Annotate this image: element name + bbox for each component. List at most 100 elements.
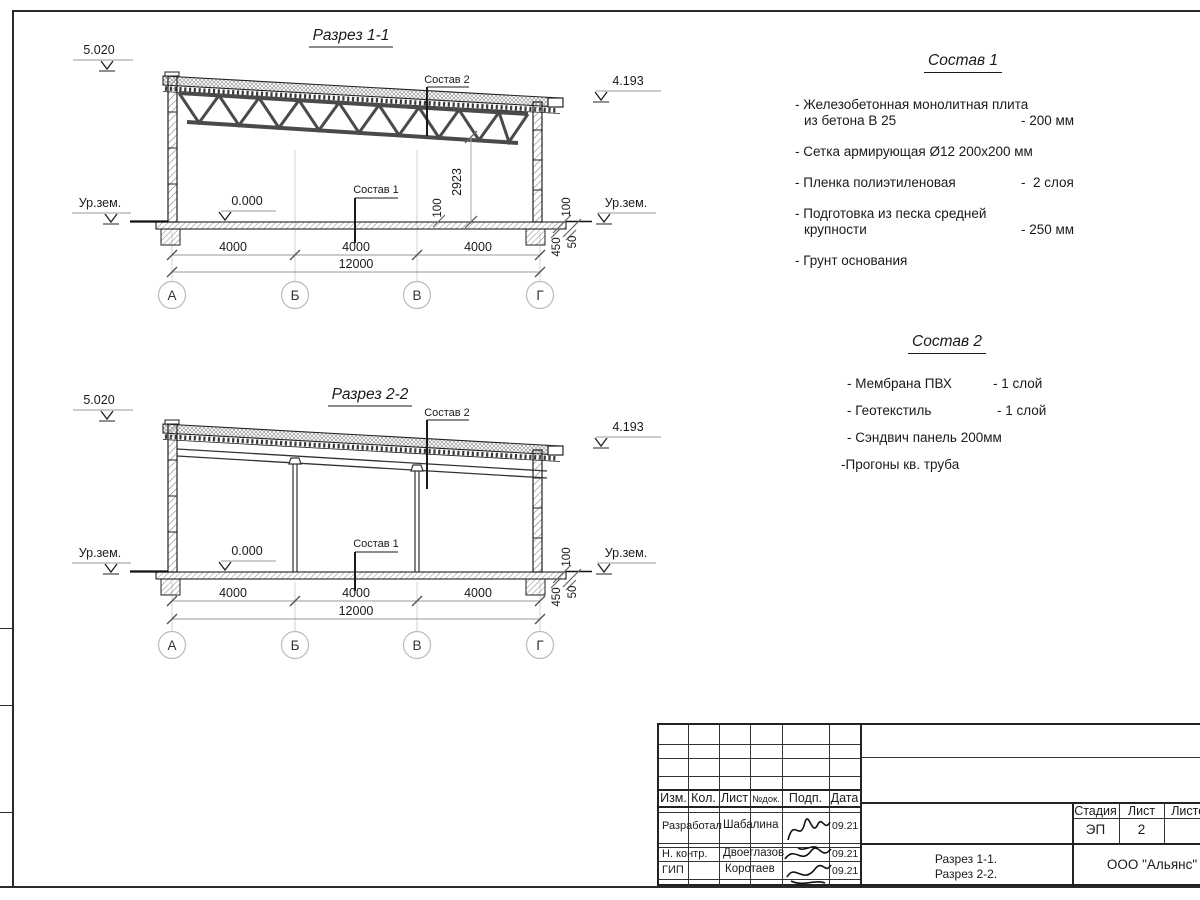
axis-bubbles-s2: А Б В Г: [157, 630, 555, 660]
elev-0000-s2: 0.000: [218, 544, 276, 572]
elev-5020-label-s2: 5.020: [83, 393, 114, 407]
axis-G-s1: Г: [536, 288, 544, 303]
dim-line-total-s1: 12000: [166, 257, 546, 278]
elev-0000-label: 0.000: [231, 194, 262, 208]
signature-developer: [787, 818, 831, 850]
composition-1-block: Состав 1 - Железобетонная монолитная пли…: [795, 52, 1131, 284]
tb-col-izm: Изм.: [660, 791, 687, 805]
tb-line: [860, 725, 862, 888]
section-1-1: Разрез 1-1: [72, 27, 661, 310]
tb-line: [659, 847, 860, 848]
tb-line: [1164, 802, 1165, 843]
tb-name-gip: Коротаев: [725, 863, 775, 875]
floor-break-marks-s1: [550, 214, 582, 241]
ground-label-left-s1: Ур.зем.: [79, 196, 121, 210]
elev-0000-label-s2: 0.000: [231, 544, 262, 558]
tb-line: [659, 843, 860, 844]
composition-1-item: - Железобетонная монолитная плита из бет…: [795, 97, 1075, 128]
dim-50-s2: 50: [567, 586, 579, 599]
dim-2923-label: 2923: [450, 168, 464, 196]
elev-4193-s1: 4.193: [593, 74, 661, 103]
flag-sostav1-s2: Состав 1: [353, 538, 399, 591]
tb-line: [659, 879, 860, 880]
tb-col-list: Лист: [720, 791, 749, 805]
elev-4193-s2: 4.193: [593, 420, 661, 449]
ground-mark-right-s1: Ур.зем.: [596, 196, 656, 225]
roof-ribs-s2: [164, 434, 559, 461]
column-G-s1: [532, 101, 543, 223]
frame-margin-stub-3: [0, 812, 12, 813]
dim-450-s1: 450: [551, 237, 563, 256]
flag-sostav1-label: Состав 1: [353, 184, 399, 196]
tb-stage-header: Стадия: [1074, 804, 1117, 818]
dim-4000-3-s1: 4000: [464, 240, 492, 254]
roof-end-cap-s1: [547, 97, 564, 108]
flag-sostav1-s1: Состав 1: [353, 184, 399, 243]
floor-slab-s1: [155, 221, 567, 230]
composition-2-block: Состав 2 - Мембрана ПВХ - 1 слой - Геоте…: [841, 333, 1097, 484]
truss-top-chord: [178, 91, 529, 116]
tb-line: [860, 843, 1200, 845]
axis-B-s1: Б: [291, 288, 300, 303]
tb-date-developer: 09.21: [832, 820, 859, 832]
axis-A-s1: А: [167, 288, 176, 303]
signature-ncontrol-gip: [784, 847, 832, 885]
tb-col-podp: Подп.: [788, 791, 823, 805]
composition-2-item: - Геотекстиль - 1 слой: [847, 403, 1047, 418]
dim-4000-1-s1: 4000: [219, 240, 247, 254]
dim-100-right-s2: 100: [561, 547, 573, 566]
dim-100-mid-tick-s1: [432, 214, 446, 228]
dim-12000-s2: 12000: [339, 604, 374, 618]
column-joints-s2: [168, 459, 542, 539]
tb-line: [1119, 802, 1120, 843]
composition-2-item: - Мембрана ПВХ - 1 слой: [847, 376, 1043, 391]
foundation-pad-G-s1: [525, 228, 546, 246]
ground-label-left-s2: Ур.зем.: [79, 546, 121, 560]
tb-line: [860, 757, 1200, 758]
tb-stage-value: ЭП: [1085, 822, 1106, 837]
tb-line: [1072, 818, 1200, 819]
composition-1-item: - Подготовка из песка средней крупности …: [795, 206, 1075, 237]
roof-ribs-s1: [164, 86, 559, 113]
axis-bubbles-s1: А Б В Г: [157, 280, 555, 310]
title-block: Изм. Кол. Лист №док. Подп. Дата Разработ…: [657, 723, 1200, 888]
dim-4000-3-s2: 4000: [464, 586, 492, 600]
column-A-cap-s2: [164, 419, 180, 425]
roof-ribs-bottom-edge-s2: [162, 439, 561, 462]
truss-bottom-chord: [186, 120, 519, 145]
composition-2-item: - Сэндвич панель 200мм: [847, 430, 1002, 445]
elev-4193-label: 4.193: [612, 74, 643, 88]
tb-role-ncontrol: Н. контр.: [662, 848, 708, 860]
axis-extension-lines-s1: [171, 150, 541, 283]
floor-slab-s2: [155, 571, 567, 580]
tb-role-developer: Разработал: [662, 820, 722, 832]
column-A-s2: [167, 422, 178, 573]
tb-role-gip: ГИП: [662, 864, 684, 876]
frame-margin-stub-1: [0, 628, 12, 629]
composition-2-title: Состав 2: [908, 333, 986, 354]
ground-mark-right-s2: Ур.зем.: [596, 546, 656, 575]
foundation-pad-G-s2: [525, 578, 546, 596]
tb-line: [1072, 802, 1074, 888]
ground-label-right-s1: Ур.зем.: [605, 196, 647, 210]
tb-line: [659, 758, 860, 759]
flag-sostav2-label-s2: Состав 2: [424, 407, 470, 419]
tb-col-data: Дата: [830, 791, 859, 805]
flag-sostav2-s2: Состав 2: [424, 407, 470, 489]
ground-label-right-s2: Ур.зем.: [605, 546, 647, 560]
composition-1-item: - Пленка полиэтиленовая - 2 слоя: [795, 175, 1074, 190]
frame-left-border: [12, 10, 14, 888]
flag-sostav1-label-s2: Состав 1: [353, 538, 399, 550]
dim-line-spans-s2: 4000 4000 4000: [166, 586, 546, 607]
composition-2-item: -Прогоны кв. труба: [841, 457, 960, 472]
flag-sostav2-label: Состав 2: [424, 74, 470, 86]
floor-break-marks-s2: [550, 564, 582, 591]
roof-end-cap-s2: [547, 445, 564, 456]
composition-1-item: - Сетка армирующая Ø12 200х200 мм: [795, 144, 1033, 159]
tb-company: ООО "Альянс": [1106, 857, 1198, 872]
tb-line: [659, 806, 860, 808]
tb-doc-line-2: Разрез 2-2.: [934, 867, 998, 881]
dim-truss-height-s1: 2923: [450, 130, 478, 229]
dim-4000-2-s1: 4000: [342, 240, 370, 254]
elev-5020-s2: 5.020: [73, 393, 133, 422]
